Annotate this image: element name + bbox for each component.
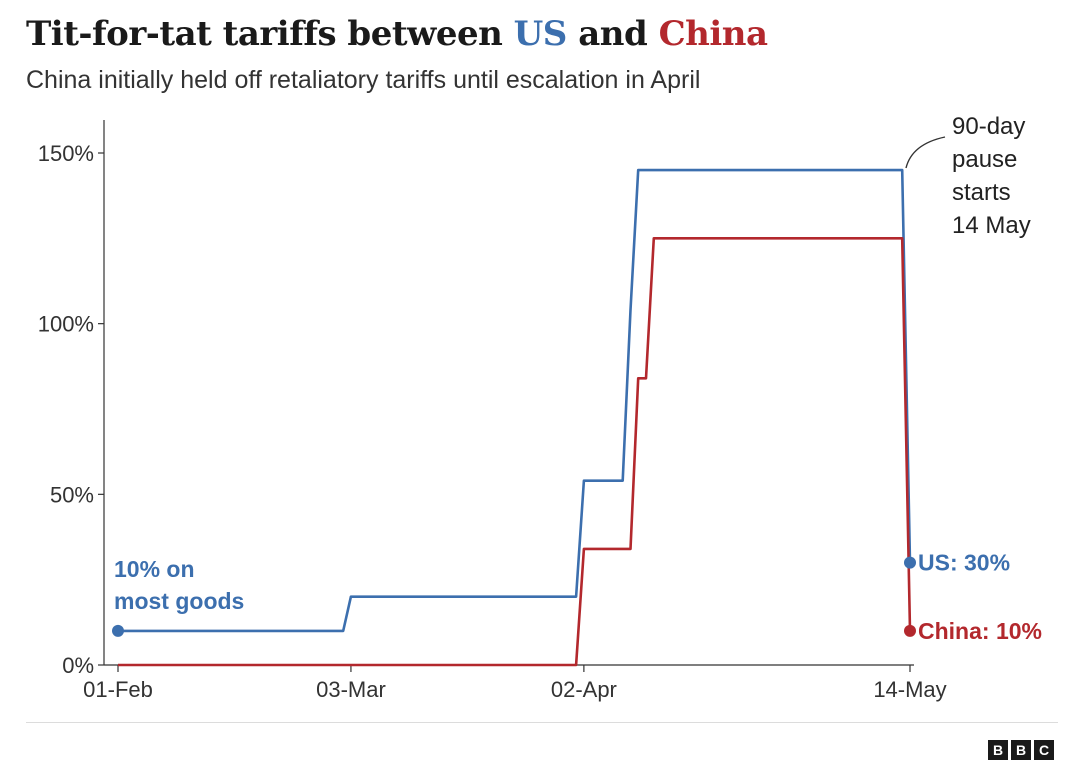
axes: 0% 50% 100% 150% 01-Feb 03-Mar 02-Apr 14-May [38, 120, 947, 702]
title-china: China [658, 14, 768, 54]
china-end-marker [904, 624, 916, 637]
bbc-logo: B B C [988, 740, 1054, 760]
pause-annotation-line: 14 May [952, 212, 1031, 239]
start-annotation-line: most goods [114, 588, 244, 614]
series-line-china [118, 237, 912, 667]
logo-letter-3: C [1034, 740, 1054, 760]
title-prefix: Tit-for-tat tariffs between [26, 14, 514, 54]
pause-annotation-line: 90-day [952, 113, 1025, 140]
x-tick-label: 14-May [873, 677, 946, 702]
us-end-label: US: 30% [918, 550, 1010, 576]
footer-divider [26, 722, 1058, 723]
title-us: US [513, 14, 568, 54]
china-end-label: China: 10% [918, 618, 1042, 644]
us-start-marker [112, 624, 124, 637]
us-end-marker [904, 556, 916, 569]
pause-annotation-line: pause [952, 146, 1017, 173]
x-tick-label: 02-Apr [551, 677, 617, 702]
logo-letter-1: B [988, 740, 1008, 760]
title-mid: and [566, 14, 659, 54]
chart-title: Tit-for-tat tariffs between US and China [26, 14, 768, 54]
pause-annotation-line: starts [952, 179, 1011, 206]
series-group [118, 168, 912, 667]
pause-leader-line [905, 136, 946, 169]
y-tick-label: 150% [38, 141, 94, 166]
x-tick-label: 03-Mar [316, 677, 386, 702]
x-tick-label: 01-Feb [83, 677, 153, 702]
series-line-us [118, 168, 912, 633]
logo-letter-2: B [1011, 740, 1031, 760]
y-tick-label: 50% [50, 482, 94, 507]
start-annotation-line: 10% on [114, 556, 195, 582]
y-tick-label: 100% [38, 312, 94, 337]
annotations: US: 30% China: 10% 10% on most goods 90-day p… [112, 113, 1042, 644]
chart-subtitle: China initially held off retaliatory tar… [26, 66, 701, 94]
y-tick-label: 0% [62, 653, 94, 678]
